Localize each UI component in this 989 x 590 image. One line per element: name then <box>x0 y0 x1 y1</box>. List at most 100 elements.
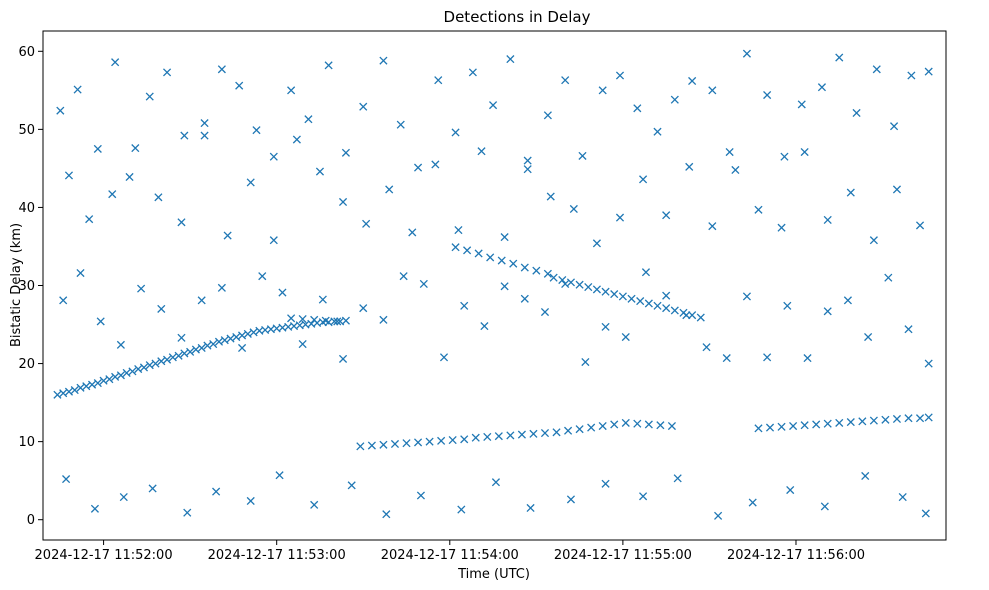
data-point-x-marker <box>362 219 371 228</box>
data-point-x-marker <box>520 263 529 272</box>
data-point-x-marker <box>64 387 74 396</box>
data-point-x-marker <box>575 425 584 434</box>
data-point-x-marker <box>491 478 501 487</box>
plot-area <box>42 30 989 541</box>
data-point-x-marker <box>688 76 697 86</box>
data-point-x-marker <box>197 296 206 305</box>
data-point-x-marker <box>249 328 258 337</box>
data-point-x-marker <box>379 440 388 449</box>
data-point-x-marker <box>448 436 457 445</box>
data-point-x-marker <box>864 332 873 342</box>
data-point-x-marker <box>399 272 408 281</box>
data-point-x-marker <box>460 435 469 444</box>
data-point-x-marker <box>639 492 648 501</box>
data-point-x-marker <box>197 343 206 353</box>
data-point-x-marker <box>324 61 333 70</box>
data-point-x-marker <box>621 418 630 427</box>
data-point-x-marker <box>653 127 662 136</box>
data-point-x-marker <box>338 354 348 363</box>
data-point-x-marker <box>330 317 339 326</box>
data-point-x-marker <box>200 119 209 128</box>
y-tick-label: 10 <box>18 435 35 450</box>
data-point-x-marker <box>636 297 645 306</box>
data-point-x-marker <box>217 65 226 74</box>
data-point-x-marker <box>835 53 844 62</box>
data-point-x-marker <box>321 316 330 325</box>
data-point-x-marker <box>924 413 933 422</box>
data-point-x-marker <box>797 100 806 109</box>
data-point-x-marker <box>439 353 449 362</box>
data-point-x-marker <box>419 279 428 288</box>
data-point-x-marker <box>483 432 492 442</box>
data-point-x-marker <box>180 349 189 358</box>
data-point-x-marker <box>488 101 498 110</box>
data-point-x-marker <box>662 211 671 220</box>
data-point-x-marker <box>615 71 625 80</box>
data-point-x-marker <box>437 436 446 445</box>
data-point-x-marker <box>137 284 146 293</box>
data-point-x-marker <box>546 192 555 201</box>
data-point-x-marker <box>90 504 99 513</box>
data-point-x-marker <box>552 428 561 437</box>
data-point-x-marker <box>131 144 140 153</box>
data-point-x-marker <box>748 498 757 507</box>
data-point-x-marker <box>177 333 186 342</box>
data-point-x-marker <box>497 256 506 265</box>
data-point-x-marker <box>904 414 913 423</box>
x-axis: 2024-12-17 11:52:00 2024-12-17 11:53:00 20… <box>35 540 865 563</box>
data-point-x-marker <box>540 428 550 438</box>
data-point-x-marker <box>347 481 356 490</box>
data-point-x-marker <box>509 259 518 268</box>
data-point-x-marker <box>566 278 576 287</box>
data-point-x-marker <box>800 421 809 430</box>
data-point-x-marker <box>731 165 740 175</box>
data-point-x-marker <box>561 279 570 288</box>
data-point-x-marker <box>64 171 74 180</box>
data-point-x-marker <box>881 415 890 424</box>
data-point-x-marker <box>287 86 296 95</box>
data-point-x-marker <box>529 429 538 438</box>
data-point-x-marker <box>823 419 832 428</box>
data-point-x-marker <box>93 144 102 153</box>
data-point-x-marker <box>520 294 529 303</box>
data-point-x-marker <box>494 432 503 441</box>
data-point-x-marker <box>298 339 307 349</box>
data-point-x-marker <box>633 104 642 113</box>
x-tick-label: 2024-12-17 11:55:00 <box>554 548 692 563</box>
data-point-x-marker <box>846 418 855 427</box>
data-point-x-marker <box>180 131 189 140</box>
data-point-x-marker <box>823 307 832 316</box>
data-point-x-marker <box>200 131 209 140</box>
data-point-x-marker <box>561 76 570 85</box>
data-point-x-marker <box>662 304 671 313</box>
data-point-x-marker <box>76 383 85 392</box>
data-point-x-marker <box>500 233 509 242</box>
data-markers <box>53 49 933 520</box>
data-point-x-marker <box>890 122 899 131</box>
data-point-x-marker <box>644 299 653 308</box>
data-point-x-marker <box>904 325 913 334</box>
data-point-x-marker <box>235 81 244 90</box>
data-point-x-marker <box>70 386 79 395</box>
data-point-x-marker <box>587 423 596 432</box>
data-point-x-marker <box>356 442 365 451</box>
data-point-x-marker <box>382 510 391 519</box>
data-point-x-marker <box>633 419 642 428</box>
x-tick-label: 2024-12-17 11:56:00 <box>727 548 865 563</box>
data-point-x-marker <box>662 291 671 300</box>
data-point-x-marker <box>872 65 881 74</box>
y-tick-label: 40 <box>18 201 35 216</box>
data-point-x-marker <box>477 147 486 156</box>
data-point-x-marker <box>425 437 434 446</box>
data-point-x-marker <box>621 332 630 342</box>
data-point-x-marker <box>269 236 278 245</box>
data-point-x-marker <box>73 85 82 94</box>
data-point-x-marker <box>379 56 388 65</box>
data-point-x-marker <box>416 491 425 500</box>
data-point-x-marker <box>220 336 229 345</box>
data-point-x-marker <box>598 86 607 95</box>
y-tick-label: 20 <box>18 357 35 372</box>
data-point-x-marker <box>203 341 212 350</box>
data-point-x-marker <box>820 502 829 511</box>
